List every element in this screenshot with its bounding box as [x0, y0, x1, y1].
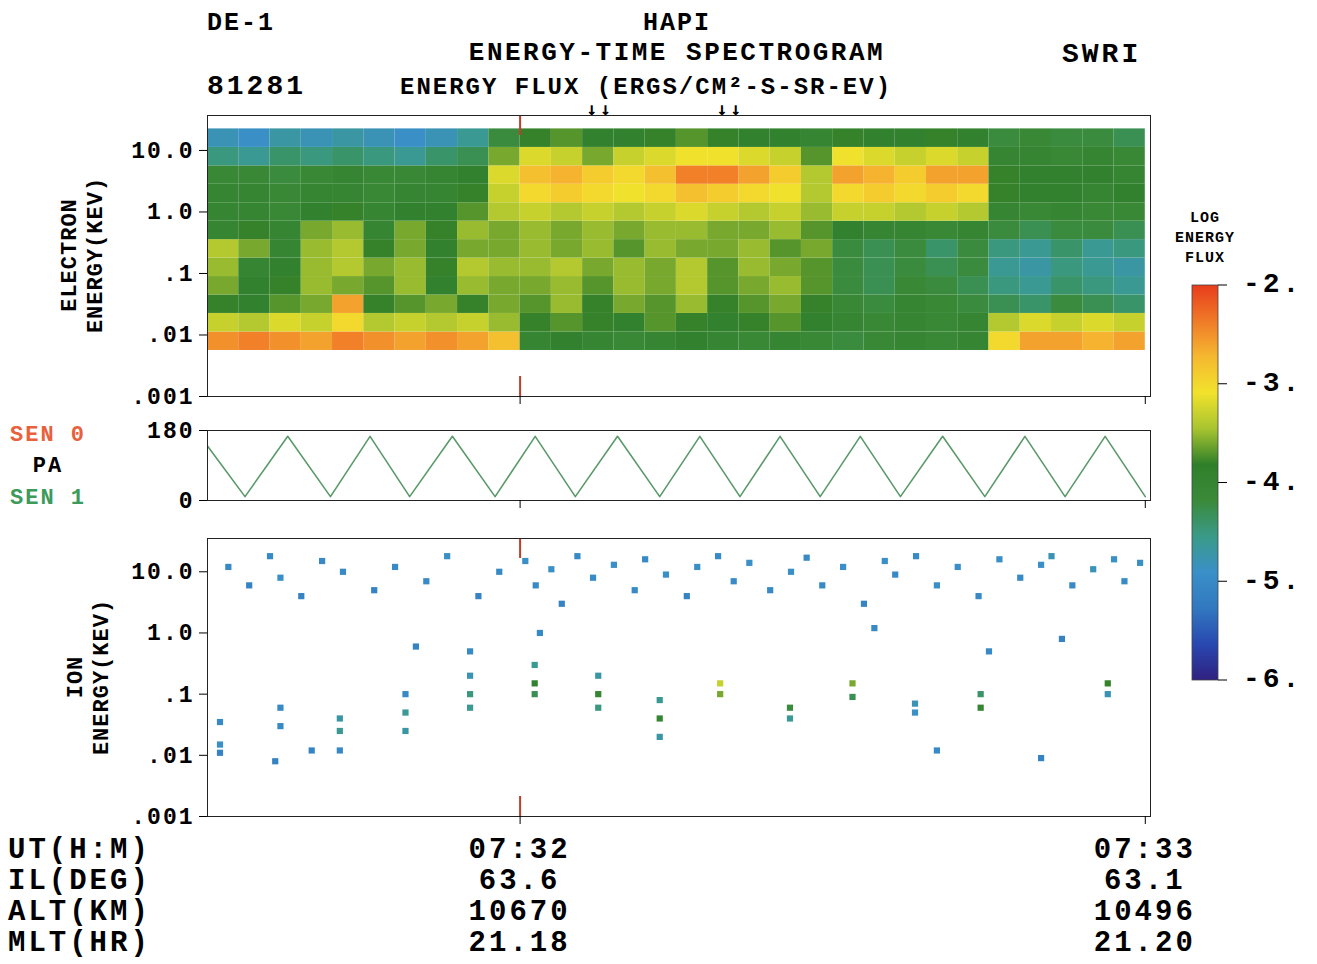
svg-text:ENERGY(KEV): ENERGY(KEV) — [84, 177, 109, 333]
svg-text:07:33: 07:33 — [1094, 834, 1196, 867]
svg-text:.01: .01 — [147, 744, 194, 770]
svg-text:180: 180 — [147, 419, 194, 445]
svg-text:0: 0 — [179, 489, 195, 515]
svg-text:PA: PA — [33, 454, 63, 479]
svg-text:.001: .001 — [131, 385, 194, 411]
svg-text:ENERGY FLUX (ERGS/CM²-S-SR-EV): ENERGY FLUX (ERGS/CM²-S-SR-EV) — [400, 74, 892, 101]
svg-text:SEN 0: SEN 0 — [10, 423, 86, 448]
svg-text:LOG: LOG — [1190, 210, 1220, 227]
svg-text:ELECTRON: ELECTRON — [58, 198, 83, 312]
svg-text:ION: ION — [64, 656, 89, 699]
svg-text:-6.: -6. — [1243, 664, 1302, 695]
svg-text:10.0: 10.0 — [131, 560, 194, 586]
svg-text:HAPI: HAPI — [643, 9, 711, 38]
svg-text:1.0: 1.0 — [147, 200, 194, 226]
svg-text:10670: 10670 — [469, 896, 571, 929]
svg-text:SEN 1: SEN 1 — [10, 486, 86, 511]
svg-text:10496: 10496 — [1094, 896, 1196, 929]
svg-text:SWRI: SWRI — [1062, 39, 1141, 70]
svg-text:-2.: -2. — [1243, 269, 1302, 300]
svg-text:UT(H:M): UT(H:M) — [8, 834, 151, 867]
svg-text:ENERGY(KEV): ENERGY(KEV) — [90, 599, 115, 755]
svg-text:21.20: 21.20 — [1094, 927, 1196, 960]
svg-text:63.6: 63.6 — [479, 865, 561, 898]
svg-text:-4.: -4. — [1243, 467, 1302, 498]
svg-text:ENERGY: ENERGY — [1175, 230, 1235, 247]
svg-text:.001: .001 — [131, 805, 194, 831]
svg-text:IL(DEG): IL(DEG) — [8, 865, 151, 898]
svg-text:MLT(HR): MLT(HR) — [8, 927, 151, 960]
svg-text:.1: .1 — [163, 683, 195, 709]
svg-text:1.0: 1.0 — [147, 621, 194, 647]
svg-text:63.1: 63.1 — [1104, 865, 1186, 898]
svg-text:.01: .01 — [147, 323, 194, 349]
svg-text:DE-1: DE-1 — [207, 9, 275, 38]
svg-text:-3.: -3. — [1243, 368, 1302, 399]
svg-text:10.0: 10.0 — [131, 139, 194, 165]
svg-text:ENERGY-TIME SPECTROGRAM: ENERGY-TIME SPECTROGRAM — [469, 38, 885, 68]
svg-text:FLUX: FLUX — [1185, 250, 1225, 267]
svg-text:21.18: 21.18 — [469, 927, 571, 960]
svg-text:81281: 81281 — [207, 71, 306, 102]
svg-text:.1: .1 — [163, 262, 195, 288]
svg-text:-5.: -5. — [1243, 566, 1302, 597]
svg-text:ALT(KM): ALT(KM) — [8, 896, 151, 929]
svg-text:07:32: 07:32 — [469, 834, 571, 867]
